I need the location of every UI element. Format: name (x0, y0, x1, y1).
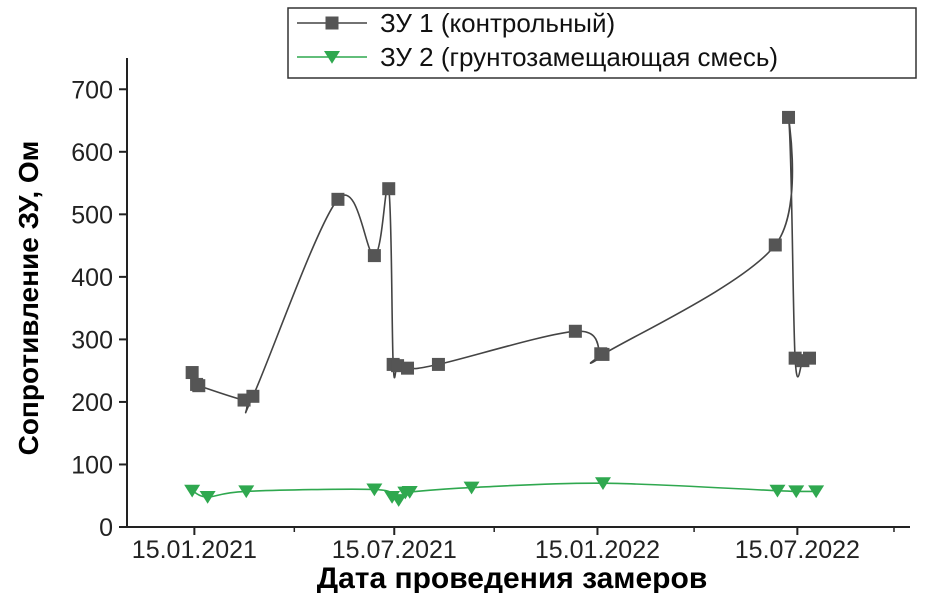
series-2-point (808, 485, 825, 499)
series-2-point (769, 484, 786, 498)
series-1-line (191, 114, 810, 414)
x-tick-label: 15.01.2022 (535, 536, 660, 564)
axes-layer: 0 100 200 300 400 500 600 700 15.01.2021 15.07.20… (71, 58, 910, 564)
series-1-point (367, 249, 381, 263)
x-tick-label: 15.07.2022 (735, 536, 860, 564)
series-1-point (768, 238, 782, 252)
x-axis-title: Дата проведения замеров (317, 562, 708, 593)
y-tick-label: 400 (71, 264, 113, 292)
series-1-point (382, 182, 396, 196)
series-2-point (184, 484, 201, 498)
series-1-point (185, 366, 199, 380)
series-1-point (192, 379, 206, 393)
series-1 (185, 110, 817, 414)
series-layer (184, 110, 825, 507)
series-1-point (331, 192, 345, 206)
legend-label-1: ЗУ 1 (контрольный) (380, 8, 615, 38)
chart-legend: ЗУ 1 (контрольный) ЗУ 2 (грунтозамещающая… (287, 7, 917, 79)
legend-marker-2 (324, 51, 340, 64)
series-1-point (568, 324, 582, 338)
series-1-point (596, 347, 610, 361)
series-1-point (431, 357, 445, 371)
series-2-point (390, 494, 407, 507)
y-tick-label: 200 (71, 389, 113, 417)
series-2-point (594, 477, 611, 491)
x-tick-label: 15.07.2021 (332, 536, 457, 564)
y-tick-label: 0 (99, 514, 113, 542)
series-1-point (782, 110, 796, 124)
y-tick-label: 600 (71, 139, 113, 167)
y-tick-label: 300 (71, 326, 113, 354)
x-tick-label: 15.01.2021 (132, 536, 257, 564)
legend-marker-1 (325, 16, 339, 30)
series-1-point (401, 361, 415, 375)
series-2-point (366, 483, 383, 497)
series-1-point (803, 351, 817, 365)
series-1-point (246, 389, 260, 403)
y-tick-label: 100 (71, 451, 113, 479)
series-2-point (199, 490, 216, 504)
legend-label-2: ЗУ 2 (грунтозамещающая смесь) (380, 42, 778, 72)
y-axis-title: Сопротивление ЗУ, Ом (13, 141, 44, 456)
series-1-point (391, 359, 405, 373)
series-2-line (191, 482, 817, 502)
y-tick-label: 700 (71, 76, 113, 104)
series-2-point (788, 485, 805, 499)
series-2-point (401, 485, 418, 499)
legend-box (287, 7, 917, 79)
series-2-point (238, 485, 255, 499)
series-2-point (463, 481, 480, 495)
y-tick-label: 500 (71, 201, 113, 229)
series-2 (184, 477, 825, 507)
